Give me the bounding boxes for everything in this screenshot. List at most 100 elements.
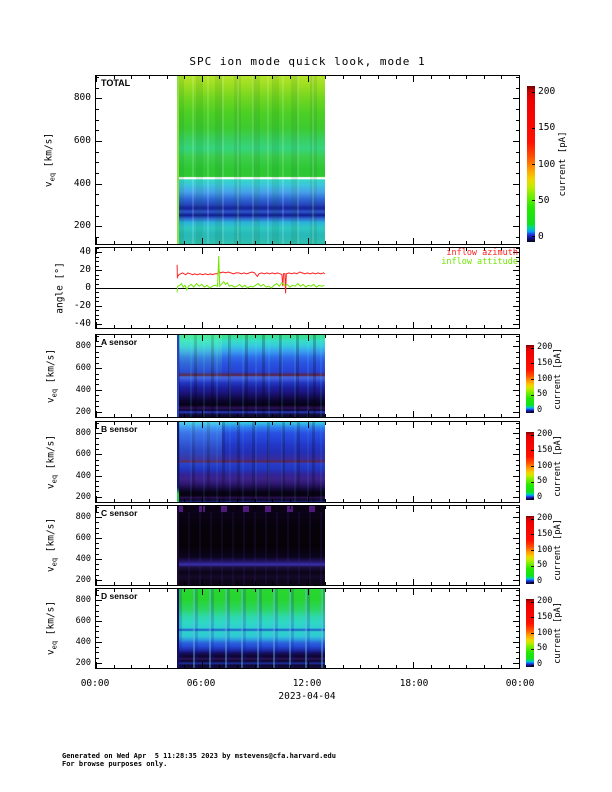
zero-line: [96, 288, 519, 289]
y-axis-tick: [516, 647, 519, 649]
x-axis-tick: [148, 589, 150, 592]
colorbar-tick: [531, 581, 534, 583]
x-axis-tick: [131, 665, 133, 668]
y-axis-tick: [516, 459, 519, 461]
x-axis-tick: [219, 582, 221, 585]
y-axis-tick: [516, 470, 519, 472]
y-axis-tick: [516, 130, 519, 132]
colorbar-tick-label: 200: [537, 513, 553, 523]
x-axis-tick: [501, 241, 503, 244]
colorbar-label-b-sensor: current [pA]: [553, 435, 563, 497]
x-axis-tick: [413, 662, 415, 668]
x-axis-tick: [448, 665, 450, 668]
y-axis-tick: [96, 433, 102, 435]
x-axis-tick: [201, 496, 203, 502]
spectrogram-b: [176, 422, 326, 502]
x-axis-tick: [272, 414, 274, 417]
x-axis-tick: [96, 411, 97, 417]
x-axis-tick: [483, 506, 485, 509]
x-axis-tick: [113, 506, 115, 509]
x-axis-tick: [131, 506, 133, 509]
colorbar-tick: [531, 565, 534, 567]
y-axis-tick: [96, 288, 102, 289]
x-axis-tick: [201, 238, 203, 244]
y-axis-tick: [516, 256, 519, 258]
y-axis-tick: [516, 319, 519, 321]
x-axis-tick: [254, 414, 256, 417]
x-axis-tick: [219, 76, 221, 79]
y-axis-tick: [96, 558, 102, 560]
y-tick-label: 600: [75, 532, 91, 543]
colorbar-label-a-sensor: current [pA]: [553, 348, 563, 410]
x-axis-tick: [395, 665, 397, 668]
colorbar-label-d-sensor: current [pA]: [553, 602, 563, 664]
x-axis-tick: [378, 248, 379, 251]
y-axis-tick: [96, 87, 99, 89]
y-axis-tick: [516, 543, 519, 545]
x-axis-tick: [307, 76, 309, 82]
vertical-streaks: [176, 76, 326, 244]
x-axis-tick: [325, 499, 327, 502]
x-axis-tick: [395, 325, 397, 328]
y-axis-tick: [513, 558, 519, 560]
y-axis-tick: [516, 77, 519, 79]
x-axis-tick: [360, 582, 362, 585]
x-axis-tick: [395, 589, 397, 592]
x-axis-tick: [289, 241, 291, 244]
x-axis-tick: [483, 499, 485, 502]
y-axis-tick: [96, 564, 99, 566]
x-axis-tick: [430, 335, 432, 338]
colorbar-tick-label: 100: [537, 460, 553, 471]
colorbar-d-sensor: [526, 599, 534, 667]
x-axis-tick: [466, 665, 468, 668]
x-axis-tick: [413, 238, 415, 244]
x-axis-tick: [413, 496, 415, 502]
y-axis-tick: [513, 641, 519, 643]
y-axis-tick: [513, 537, 519, 539]
x-axis-tick: [483, 582, 485, 585]
x-axis-tick: [395, 422, 397, 425]
x-axis-tick: [272, 335, 274, 338]
y-axis-tick: [96, 527, 99, 529]
x-axis-tick: [254, 76, 256, 79]
panel-label-a-sensor: A sensor: [101, 337, 138, 347]
x-axis-tick: [272, 582, 274, 585]
colorbar-tick-label: 200: [537, 429, 553, 439]
colorbar-tick-label: 50: [537, 476, 548, 487]
x-axis-tick: [342, 414, 344, 417]
x-axis-tick: [448, 422, 450, 425]
colorbar-tick: [532, 91, 535, 93]
colorbar-tick-label: 200: [537, 596, 553, 606]
x-axis-tick: [307, 589, 309, 595]
y-axis-tick: [96, 310, 99, 312]
y-axis-tick: [516, 422, 519, 424]
panel-label-d-sensor: D sensor: [101, 591, 138, 601]
panel-label-total: TOTAL: [101, 78, 131, 88]
y-axis-tick: [516, 274, 519, 276]
x-axis-tick: [378, 422, 379, 425]
x-axis-tick: [360, 76, 362, 79]
x-axis-tick: [237, 665, 238, 668]
x-axis-tick: [254, 506, 256, 509]
x-axis-tick: [483, 76, 485, 79]
y-axis-tick: [96, 173, 99, 174]
y-axis-tick: [516, 553, 519, 555]
y-axis-tick: [513, 141, 519, 142]
x-axis-tick: [201, 76, 203, 82]
y-axis-tick: [516, 464, 519, 466]
y-axis-tick: [96, 341, 99, 342]
colorbar-tick: [531, 434, 534, 436]
x-axis-tick: [289, 325, 291, 328]
panel-label-b-sensor: B sensor: [101, 424, 138, 434]
x-axis-tick: [466, 325, 468, 328]
y-axis-tick: [516, 351, 519, 353]
y-axis-tick: [516, 296, 519, 298]
x-axis-tick: [148, 665, 150, 668]
x-axis-tick: [254, 248, 256, 251]
y-axis-tick: [513, 620, 519, 622]
x-axis-tick: [413, 76, 415, 82]
x-axis-tick: [466, 499, 468, 502]
x-axis-tick: [448, 325, 450, 328]
colorbar-tick: [531, 363, 534, 365]
x-axis-tick: [395, 76, 397, 79]
